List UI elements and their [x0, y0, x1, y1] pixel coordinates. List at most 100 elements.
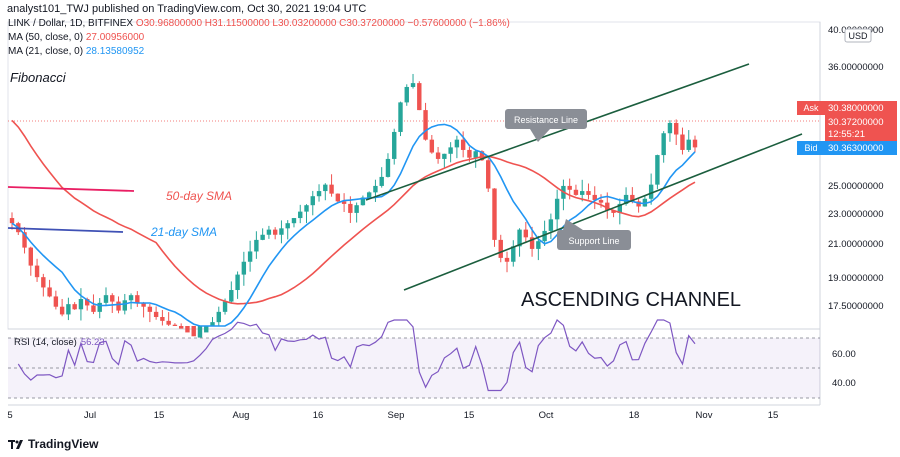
- candle-body: [285, 223, 290, 229]
- candle-body: [254, 239, 259, 252]
- last-price-value: 30.37200000: [828, 117, 883, 128]
- candle-body: [636, 201, 641, 207]
- last-price-tag: [825, 115, 897, 141]
- candle-body: [166, 320, 171, 325]
- support-callout: Support Line: [557, 219, 631, 250]
- currency-badge-text: USD: [848, 31, 868, 41]
- candle-body: [460, 139, 466, 150]
- candle-body: [592, 194, 597, 201]
- ask-value-tag: [825, 101, 897, 115]
- ma50-legend-label: MA (50, close, 0): [8, 32, 84, 43]
- candle-body: [366, 192, 372, 198]
- candle-body: [448, 147, 453, 154]
- candlestick-series: [9, 73, 698, 338]
- candle-body: [567, 185, 572, 190]
- resistance-callout-text: Resistance Line: [514, 115, 578, 125]
- candle-body: [153, 311, 159, 318]
- candle-body: [110, 295, 115, 302]
- fib-line-upper[interactable]: [7, 186, 135, 192]
- time-tick: 15: [464, 410, 475, 421]
- currency-badge[interactable]: [844, 28, 872, 43]
- candle-body: [467, 149, 472, 158]
- candle-body: [655, 155, 660, 185]
- candle-body: [554, 198, 560, 220]
- rsi-label: RSI (14, close) 56.23: [14, 337, 105, 348]
- candle-body: [47, 287, 52, 297]
- candle-body: [392, 131, 397, 159]
- candle-body: [329, 184, 334, 194]
- candle-body: [617, 203, 623, 213]
- candle-body: [229, 290, 234, 302]
- candle-body: [172, 324, 178, 326]
- bar-countdown: 12:55:21: [828, 129, 865, 140]
- candle-body: [9, 218, 15, 224]
- candle-body: [78, 299, 84, 310]
- candle-body: [511, 246, 516, 262]
- candle-body: [241, 261, 247, 275]
- candle-body: [135, 295, 140, 303]
- rsi-band: [8, 338, 820, 398]
- candle-body: [542, 230, 547, 242]
- ma21-legend-value: 28.13580952: [85, 46, 145, 57]
- candle-body: [298, 211, 303, 219]
- symbol-legend[interactable]: LINK / Dollar, 1D, BITFINEX O30.96800000…: [8, 18, 510, 29]
- symbol-name: LINK / Dollar, 1D, BITFINEX: [8, 18, 134, 29]
- candle-body: [523, 229, 529, 238]
- candle-body: [573, 189, 579, 195]
- rsi-label-name: RSI (14, close): [14, 337, 77, 348]
- candle-body: [34, 265, 40, 278]
- candle-body: [28, 247, 33, 266]
- candle-body: [97, 302, 102, 312]
- sma21-label: 21-day SMA: [150, 225, 217, 239]
- candle-body: [404, 86, 409, 103]
- candle-body: [680, 134, 685, 150]
- time-tick: 15: [154, 410, 165, 421]
- candle-body: [204, 326, 209, 333]
- sma50-label: 50-day SMA: [166, 189, 232, 203]
- channel-support-line[interactable]: [403, 133, 803, 291]
- candle-body: [22, 232, 27, 248]
- channel-resistance-line[interactable]: [365, 63, 750, 201]
- candle-body: [291, 218, 297, 224]
- candle-body: [191, 326, 196, 337]
- candle-body: [66, 304, 71, 315]
- ma21-legend[interactable]: MA (21, close, 0) 28.13580952: [8, 46, 144, 57]
- candle-body: [674, 122, 679, 135]
- ma50-legend[interactable]: MA (50, close, 0) 27.00956000: [8, 32, 144, 43]
- ma50-legend-value: 27.00956000: [85, 32, 145, 43]
- ohlc-values: O30.96800000 H31.11500000 L30.03200000 C…: [135, 18, 510, 29]
- candle-body: [310, 196, 315, 206]
- candle-body: [598, 200, 604, 203]
- time-tick: 15: [768, 410, 779, 421]
- publisher-line: analyst101_TWJ published on TradingView.…: [7, 3, 367, 15]
- rsi-label-value: 56.23: [81, 337, 105, 348]
- candle-body: [141, 302, 146, 307]
- candle-body: [692, 139, 698, 148]
- candle-body: [536, 241, 541, 249]
- ask-value: 30.38000000: [828, 103, 883, 114]
- tradingview-logo[interactable]: TradingView: [8, 437, 98, 451]
- candle-body: [417, 83, 422, 111]
- candle-body: [341, 201, 347, 204]
- candle-body: [103, 295, 109, 303]
- tradingview-logo-icon: [8, 440, 23, 449]
- candle-body: [354, 205, 359, 213]
- fib-line-lower[interactable]: [7, 227, 124, 233]
- candle-body: [623, 194, 629, 204]
- candle-body: [586, 191, 591, 195]
- candle-body: [429, 139, 435, 153]
- candle-body: [91, 305, 96, 312]
- time-tick: 18: [629, 410, 640, 421]
- candle-body: [642, 198, 648, 207]
- candle-body: [335, 193, 341, 202]
- candle-body: [41, 277, 46, 288]
- candle-body: [385, 158, 391, 177]
- candle-body: [72, 304, 77, 310]
- candle-body: [197, 326, 203, 338]
- candle-body: [580, 191, 585, 195]
- price-tick: 19.00000000: [828, 273, 883, 284]
- candle-body: [473, 151, 478, 158]
- candle-body: [216, 311, 221, 323]
- candle-body: [630, 194, 635, 202]
